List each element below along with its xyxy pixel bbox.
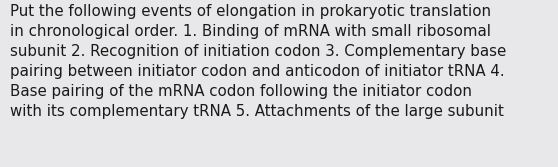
Text: Put the following events of elongation in prokaryotic translation
in chronologic: Put the following events of elongation i… [10, 4, 506, 119]
